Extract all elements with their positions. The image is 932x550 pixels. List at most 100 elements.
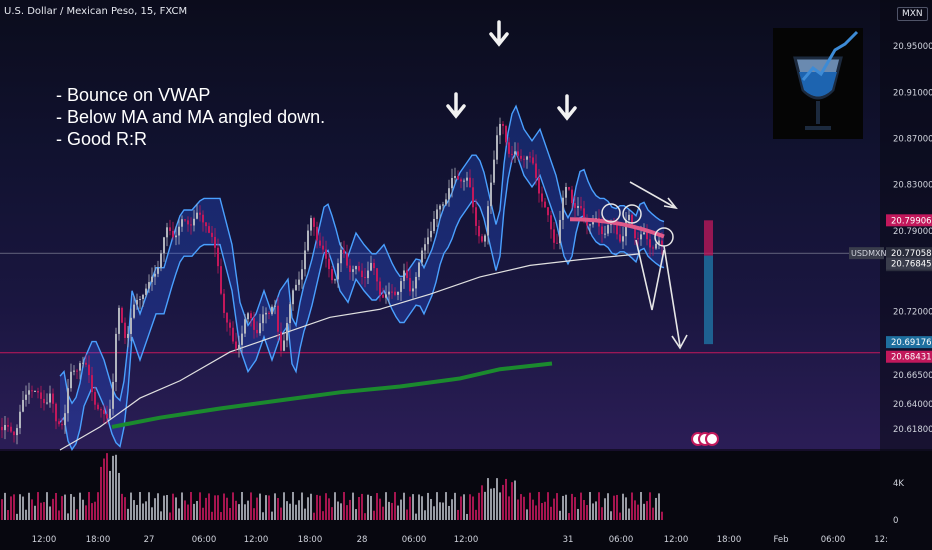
volume-bar (499, 492, 501, 520)
volume-bar (229, 507, 231, 520)
candle-body (304, 250, 306, 270)
trade-notes: - Bounce on VWAP - Below MA and MA angle… (56, 84, 325, 150)
candle-body (364, 277, 366, 279)
candle-body (427, 237, 429, 245)
note-vwap-bounce: - Bounce on VWAP (56, 85, 211, 105)
chart-title: U.S. Dollar / Mexican Peso, 15, FXCM (4, 6, 188, 17)
candle-body (550, 215, 552, 230)
volume-bar (232, 492, 234, 520)
volume-bar (466, 513, 468, 520)
volume-bar (490, 488, 492, 520)
candle-body (52, 393, 54, 404)
volume-bar (421, 496, 423, 520)
volume-bar (331, 507, 333, 520)
volume-bar (364, 513, 366, 520)
price-tag-label-stop: 20.79906 (891, 216, 932, 226)
volume-bar (607, 493, 609, 520)
candle-body (418, 262, 420, 277)
volume-bar (427, 492, 429, 520)
candle-body (148, 282, 150, 289)
volume-bar (190, 492, 192, 520)
volume-bar (103, 458, 105, 520)
candle-body (412, 288, 414, 292)
candle-body (172, 230, 174, 238)
volume-max-label: 4K (893, 479, 904, 489)
volume-bar (334, 492, 336, 520)
candle-body (334, 279, 336, 281)
volume-bar (208, 493, 210, 520)
volume-bar (469, 494, 471, 520)
candle-body (385, 294, 387, 298)
volume-bar (13, 494, 15, 520)
volume-bar (286, 501, 288, 520)
volume-bar (514, 480, 516, 520)
volume-bar (19, 494, 21, 520)
volume-bar (562, 495, 564, 520)
x-tick-label: 06:00 (609, 535, 634, 545)
volume-bar (268, 495, 270, 520)
candle-body (463, 180, 465, 182)
volume-bar (478, 492, 480, 520)
candle-body (121, 307, 123, 323)
candle-body (184, 219, 186, 221)
x-tick-label: 12:00 (664, 535, 689, 545)
candle-body (370, 262, 372, 271)
price-tag-entry (886, 257, 932, 270)
candle-body (235, 341, 237, 349)
candle-body (316, 226, 318, 241)
candle-body (145, 288, 147, 295)
volume-bar (604, 498, 606, 520)
volume-bar (49, 506, 51, 520)
candle-body (496, 135, 498, 160)
candle-body (43, 398, 45, 404)
note-risk-reward: - Good R:R (56, 129, 148, 149)
candle-body (298, 279, 300, 285)
candle-body (469, 177, 471, 188)
candle-body (634, 227, 636, 239)
volume-bar (463, 494, 465, 520)
y-tick-label: 20.95000 (893, 42, 932, 52)
volume-bar (415, 513, 417, 520)
volume-bar (34, 505, 36, 520)
volume-bar (505, 478, 507, 520)
volume-bar (241, 492, 243, 520)
volume-bar (202, 507, 204, 520)
currency-badge[interactable]: MXN (897, 7, 928, 21)
candle-body (379, 281, 381, 295)
candle-body (127, 333, 129, 338)
volume-bar (445, 492, 447, 520)
candle-body (220, 266, 222, 294)
candle-body (658, 240, 660, 244)
volume-bar (376, 493, 378, 520)
candle-body (493, 159, 495, 183)
volume-bar (259, 493, 261, 520)
volume-bar (601, 507, 603, 520)
volume-bar (556, 493, 558, 520)
volume-bar (475, 509, 477, 520)
volume-bar (574, 497, 576, 520)
candle-body (439, 205, 441, 210)
candle-body (499, 123, 501, 136)
candle-body (79, 363, 81, 371)
candle-body (217, 247, 219, 267)
candle-body (214, 236, 216, 248)
volume-bar (493, 488, 495, 520)
vwap-line (59, 253, 641, 451)
volume-bar (328, 498, 330, 520)
volume-bar (85, 505, 87, 520)
candle-body (460, 179, 462, 182)
candle-body (82, 362, 84, 364)
volume-bar (523, 496, 525, 520)
candle-body (319, 240, 321, 246)
volume-bar (292, 492, 294, 520)
volume-bar (355, 509, 357, 520)
volume-bar (661, 511, 663, 520)
x-tick-label: 28 (357, 535, 368, 545)
volume-bar (535, 505, 537, 520)
volume-bar (472, 496, 474, 520)
candle-body (118, 307, 120, 334)
volume-bar (319, 495, 321, 520)
x-tick-label: 18:00 (86, 535, 111, 545)
candle-body (115, 333, 117, 382)
